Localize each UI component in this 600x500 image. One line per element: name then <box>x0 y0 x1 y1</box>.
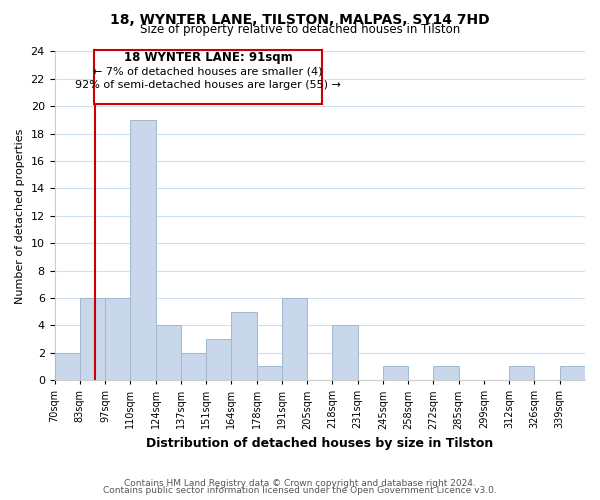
Text: Contains HM Land Registry data © Crown copyright and database right 2024.: Contains HM Land Registry data © Crown c… <box>124 478 476 488</box>
Bar <box>181 353 206 380</box>
Bar <box>80 298 105 380</box>
X-axis label: Distribution of detached houses by size in Tilston: Distribution of detached houses by size … <box>146 437 493 450</box>
Bar <box>232 312 257 380</box>
Text: Contains public sector information licensed under the Open Government Licence v3: Contains public sector information licen… <box>103 486 497 495</box>
Bar <box>560 366 585 380</box>
Text: ← 7% of detached houses are smaller (4): ← 7% of detached houses are smaller (4) <box>94 66 323 76</box>
Bar <box>155 326 181 380</box>
Bar <box>55 353 80 380</box>
Bar <box>206 339 232 380</box>
Bar <box>94 50 322 104</box>
Bar <box>383 366 408 380</box>
Text: Size of property relative to detached houses in Tilston: Size of property relative to detached ho… <box>140 22 460 36</box>
Text: 92% of semi-detached houses are larger (55) →: 92% of semi-detached houses are larger (… <box>75 80 341 90</box>
Bar <box>509 366 535 380</box>
Bar <box>282 298 307 380</box>
Bar <box>105 298 130 380</box>
Y-axis label: Number of detached properties: Number of detached properties <box>15 128 25 304</box>
Bar <box>332 326 358 380</box>
Text: 18, WYNTER LANE, TILSTON, MALPAS, SY14 7HD: 18, WYNTER LANE, TILSTON, MALPAS, SY14 7… <box>110 12 490 26</box>
Bar <box>130 120 155 380</box>
Text: 18 WYNTER LANE: 91sqm: 18 WYNTER LANE: 91sqm <box>124 51 293 64</box>
Bar <box>257 366 282 380</box>
Bar <box>433 366 458 380</box>
